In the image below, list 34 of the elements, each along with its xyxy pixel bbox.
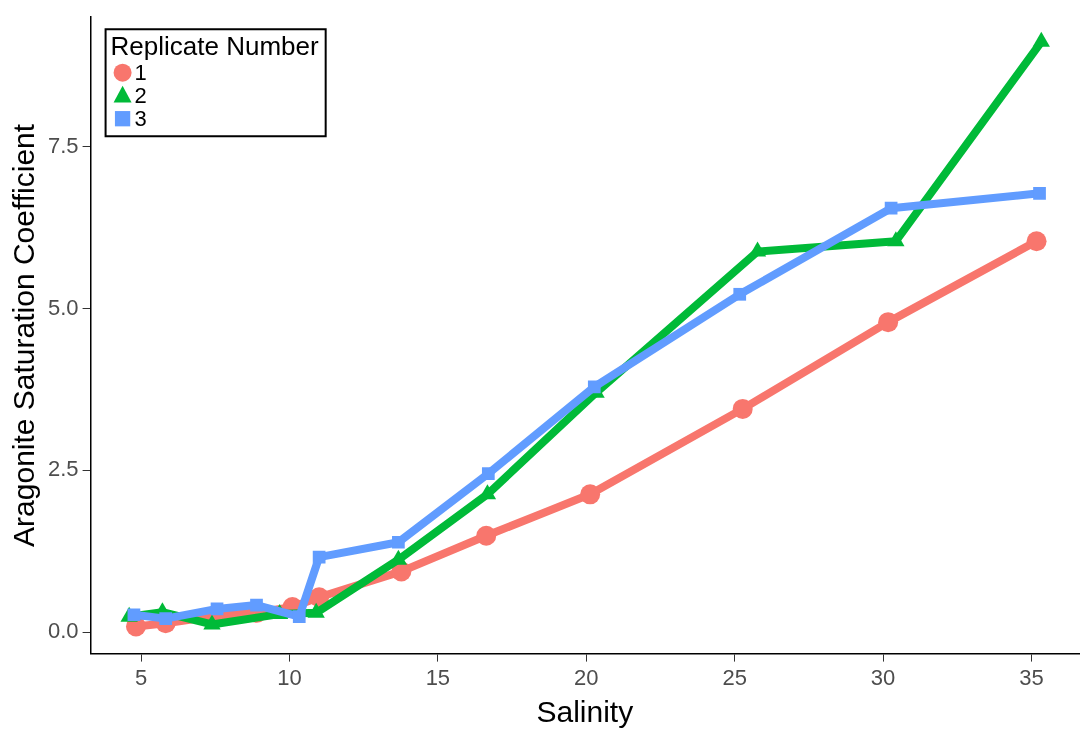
point [476, 525, 497, 546]
y-tick-label: 5.0 [47, 294, 79, 320]
point [127, 608, 141, 622]
x-axis-title: Salinity [536, 695, 634, 729]
x-tick-label: 30 [870, 664, 896, 690]
point [733, 287, 747, 301]
point [292, 610, 306, 624]
point [312, 550, 326, 564]
point [481, 467, 495, 480]
y-axis-title: Aragonite Saturation Coefficient [7, 123, 41, 547]
point [587, 380, 601, 394]
legend-label: 3 [134, 105, 147, 131]
point [732, 398, 753, 419]
y-tick-label: 7.5 [47, 132, 79, 158]
x-tick-label: 15 [425, 664, 451, 690]
x-tick-label: 5 [134, 664, 148, 690]
legend-label: 1 [134, 59, 147, 85]
y-tick-label: 2.5 [47, 456, 79, 482]
point [392, 535, 405, 549]
point [887, 231, 905, 247]
point [1026, 231, 1047, 252]
point [878, 312, 899, 333]
legend-label: 2 [134, 82, 147, 108]
point [1033, 186, 1046, 200]
legend-title: Replicate Number [110, 31, 320, 62]
point [250, 598, 263, 612]
y-tick-label: 0.0 [47, 618, 79, 644]
point [159, 612, 173, 625]
x-tick-label: 35 [1019, 664, 1044, 690]
x-tick-label: 20 [574, 664, 599, 690]
point [884, 201, 898, 215]
x-tick-label: 25 [722, 664, 747, 690]
point [580, 484, 601, 505]
x-tick-label: 10 [277, 664, 302, 690]
